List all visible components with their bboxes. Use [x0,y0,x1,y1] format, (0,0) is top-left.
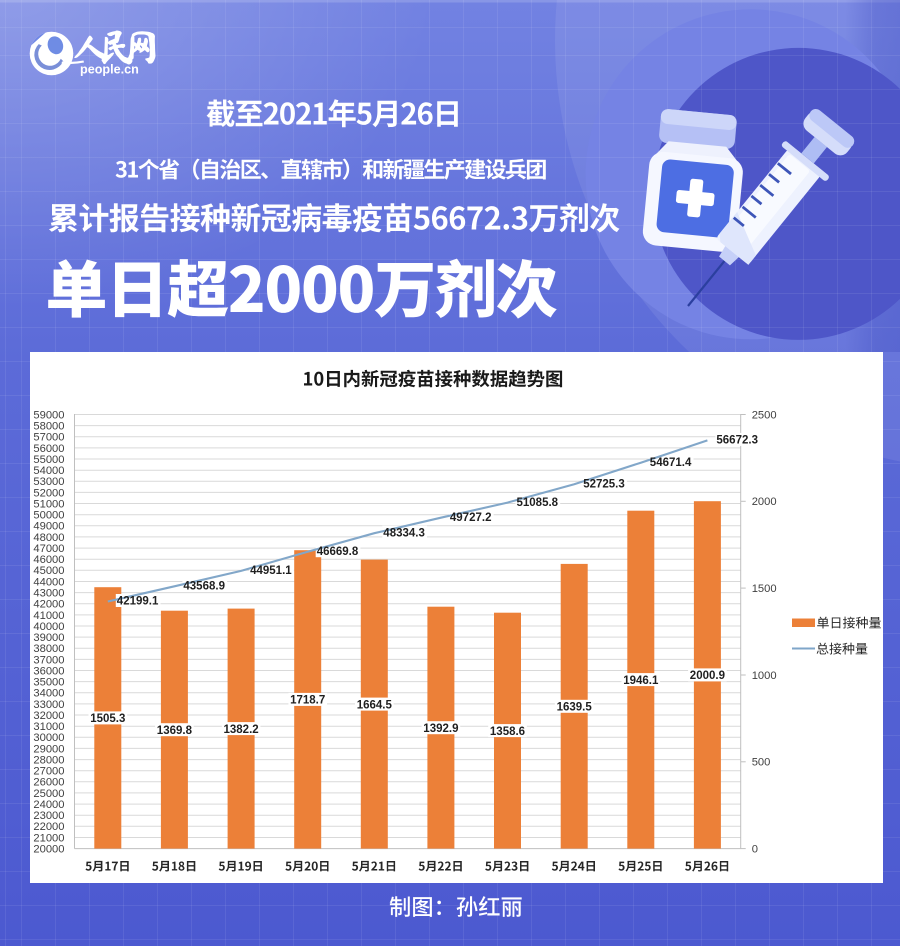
svg-text:50000: 50000 [33,510,64,522]
svg-text:31000: 31000 [33,721,64,733]
svg-text:29000: 29000 [33,743,64,755]
svg-text:40000: 40000 [33,621,64,633]
svg-text:41000: 41000 [33,610,64,622]
svg-text:51000: 51000 [33,498,64,510]
svg-text:1718.7: 1718.7 [290,695,325,707]
svg-text:46669.8: 46669.8 [317,546,359,558]
svg-text:1358.6: 1358.6 [490,726,525,738]
svg-text:58000: 58000 [33,421,64,433]
svg-text:2500: 2500 [752,409,777,421]
svg-text:52725.3: 52725.3 [583,479,625,491]
svg-text:1000: 1000 [752,670,777,682]
svg-text:42000: 42000 [33,599,64,611]
svg-text:54671.4: 54671.4 [650,457,692,469]
svg-text:33000: 33000 [33,699,64,711]
svg-text:20000: 20000 [33,844,64,856]
svg-text:42199.1: 42199.1 [117,596,159,608]
svg-text:48000: 48000 [33,532,64,544]
svg-text:500: 500 [752,757,771,769]
svg-text:2000: 2000 [752,496,777,508]
svg-text:53000: 53000 [33,476,64,488]
svg-text:27000: 27000 [33,766,64,778]
svg-text:25000: 25000 [33,788,64,800]
svg-text:47000: 47000 [33,543,64,555]
svg-text:48334.3: 48334.3 [383,527,425,539]
svg-text:1664.5: 1664.5 [357,699,393,711]
svg-text:1382.2: 1382.2 [224,724,259,736]
svg-text:30000: 30000 [33,732,64,744]
svg-text:2000.9: 2000.9 [690,670,725,682]
svg-text:21000: 21000 [33,832,64,844]
svg-text:54000: 54000 [33,465,64,477]
svg-text:52000: 52000 [33,487,64,499]
svg-text:59000: 59000 [33,409,64,421]
svg-text:28000: 28000 [33,755,64,767]
svg-text:55000: 55000 [33,454,64,466]
svg-text:1946.1: 1946.1 [623,675,659,687]
svg-text:43000: 43000 [33,588,64,600]
svg-text:0: 0 [752,844,758,856]
svg-text:34000: 34000 [33,688,64,700]
svg-text:39000: 39000 [33,632,64,644]
svg-text:35000: 35000 [33,677,64,689]
svg-text:49727.2: 49727.2 [450,512,492,524]
svg-text:1369.8: 1369.8 [157,725,193,737]
svg-text:1505.3: 1505.3 [90,713,125,725]
svg-text:56672.3: 56672.3 [716,435,758,447]
svg-text:51085.8: 51085.8 [517,497,559,509]
svg-text:1500: 1500 [752,583,777,595]
svg-text:44000: 44000 [33,576,64,588]
svg-text:49000: 49000 [33,521,64,533]
svg-text:22000: 22000 [33,821,64,833]
svg-text:57000: 57000 [33,432,64,444]
svg-text:23000: 23000 [33,810,64,822]
svg-text:45000: 45000 [33,565,64,577]
svg-text:44951.1: 44951.1 [250,565,292,577]
svg-text:1392.9: 1392.9 [423,723,458,735]
svg-text:1639.5: 1639.5 [557,702,593,714]
svg-text:36000: 36000 [33,665,64,677]
svg-text:26000: 26000 [33,777,64,789]
svg-text:38000: 38000 [33,643,64,655]
svg-text:37000: 37000 [33,654,64,666]
svg-text:46000: 46000 [33,554,64,566]
svg-text:43568.9: 43568.9 [183,581,225,593]
svg-text:32000: 32000 [33,710,64,722]
svg-text:56000: 56000 [33,443,64,455]
svg-text:people.cn: people.cn [80,63,139,77]
svg-text:24000: 24000 [33,799,64,811]
